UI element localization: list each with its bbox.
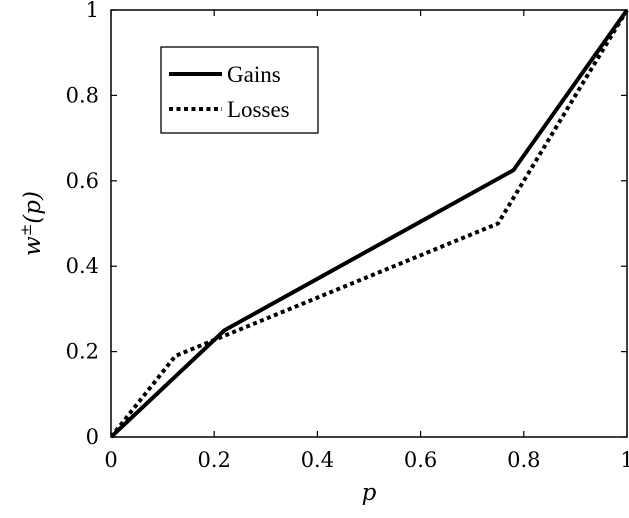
y-tick-label: 0.8 — [66, 83, 99, 107]
y-tick-label: 0 — [86, 425, 99, 449]
plot-frame — [110, 9, 628, 438]
series-line-gains — [111, 8, 629, 439]
plot-area — [111, 8, 629, 439]
y-axis-label-base: w — [20, 236, 46, 256]
x-tick-label: 0.8 — [507, 448, 540, 472]
y-tick-label: 1 — [86, 0, 99, 22]
y-axis-label-rest: (p) — [20, 191, 46, 224]
x-tick-label: 0.4 — [301, 448, 334, 472]
y-tick-label: 0.4 — [66, 254, 99, 278]
y-tick-label: 0.2 — [66, 340, 99, 364]
y-axis-label-superscript: ± — [17, 224, 35, 237]
series-line-losses — [111, 8, 629, 439]
legend: Gains Losses — [160, 46, 319, 134]
legend-label-losses: Losses — [227, 97, 290, 122]
legend-label-gains: Gains — [227, 62, 281, 87]
x-tick-label: 0 — [104, 448, 117, 472]
y-axis-label: w±(p) — [17, 191, 46, 256]
x-tick-label: 0.6 — [404, 448, 437, 472]
legend-box — [160, 46, 319, 134]
x-axis-label: p — [362, 480, 377, 506]
axis-ticks — [110, 9, 628, 438]
x-tick-label: 0.2 — [197, 448, 230, 472]
x-tick-label: 1 — [620, 448, 629, 472]
y-tick-label: 0.6 — [66, 169, 99, 193]
axis-tick-labels: 0 0.2 0.4 0.6 0.8 1 0 0.2 0.4 0.6 0.8 1 — [66, 0, 629, 472]
